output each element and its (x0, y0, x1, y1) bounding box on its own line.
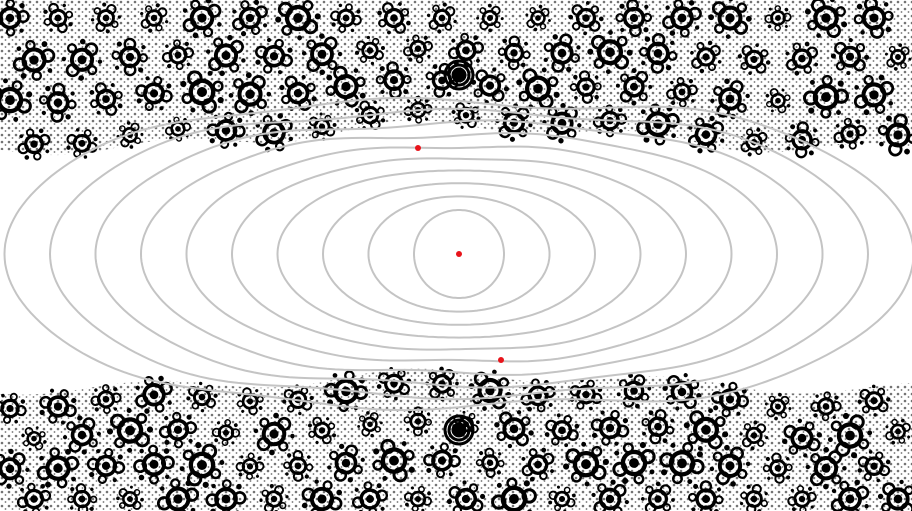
level-curve (230, 157, 688, 351)
level-curve (139, 132, 779, 376)
level-curve (3, 96, 912, 412)
level-curve (276, 169, 642, 339)
level-curve (48, 107, 870, 401)
level-curves (3, 96, 912, 412)
level-curve (367, 195, 551, 313)
level-curve (185, 145, 733, 363)
level-curve (413, 209, 505, 299)
marked-points (415, 145, 504, 363)
marked-point-lower (498, 357, 504, 363)
marked-point-center (456, 251, 462, 257)
level-curve (321, 182, 597, 326)
marked-point-upper (415, 145, 421, 151)
level-curve (94, 119, 824, 389)
fractal-band-bottom (0, 362, 912, 511)
